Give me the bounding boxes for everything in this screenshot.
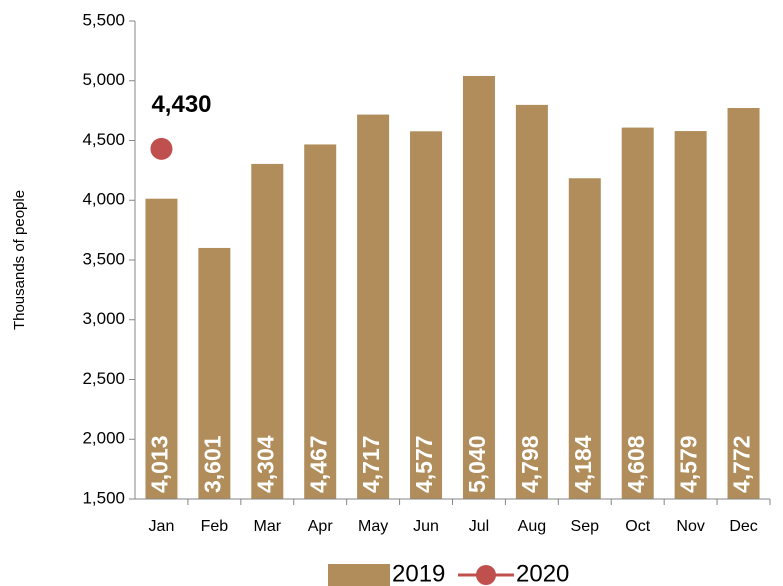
value-label: 4,430 bbox=[151, 91, 211, 118]
value-label: 5,040 bbox=[464, 435, 490, 493]
point bbox=[150, 137, 173, 160]
bar bbox=[462, 75, 495, 499]
x-tick-label: Dec bbox=[729, 518, 757, 535]
y-tick-label: 4,500 bbox=[82, 130, 125, 149]
value-label: 4,577 bbox=[411, 435, 437, 493]
value-label: 4,579 bbox=[676, 435, 702, 493]
value-label: 4,304 bbox=[252, 435, 278, 493]
value-label: 4,184 bbox=[570, 435, 596, 493]
x-tick-label: Mar bbox=[254, 518, 282, 535]
bar bbox=[515, 104, 548, 499]
legend-swatch bbox=[328, 564, 390, 586]
y-tick-label: 3,000 bbox=[82, 309, 125, 328]
bar bbox=[621, 127, 654, 500]
bar bbox=[198, 247, 231, 499]
bar bbox=[145, 198, 178, 499]
bar bbox=[357, 114, 390, 500]
value-label: 4,608 bbox=[623, 435, 649, 493]
y-tick-label: 3,500 bbox=[82, 249, 125, 268]
value-label: 3,601 bbox=[199, 435, 225, 493]
bar bbox=[304, 144, 337, 500]
bar bbox=[727, 107, 760, 499]
y-axis-label: Thousands of people bbox=[11, 190, 28, 330]
bar bbox=[568, 178, 601, 499]
x-tick-label: Jun bbox=[413, 518, 439, 535]
value-label: 4,467 bbox=[305, 435, 331, 493]
x-tick-label: May bbox=[358, 518, 388, 535]
y-tick-label: 5,000 bbox=[82, 70, 125, 89]
legend-marker bbox=[476, 565, 496, 585]
bar bbox=[674, 131, 707, 499]
legend-label: 2019 bbox=[392, 560, 445, 586]
x-tick-label: Jan bbox=[149, 518, 175, 535]
x-tick-label: Apr bbox=[308, 518, 334, 535]
value-label: 4,013 bbox=[147, 435, 173, 493]
bar bbox=[410, 131, 443, 499]
y-tick-label: 1,500 bbox=[82, 488, 125, 507]
x-tick-label: Sep bbox=[571, 518, 600, 535]
x-tick-label: Feb bbox=[201, 518, 229, 535]
y-tick-label: 4,000 bbox=[82, 190, 125, 209]
y-tick-label: 2,000 bbox=[82, 429, 125, 448]
value-label: 4,772 bbox=[729, 435, 755, 493]
x-tick-label: Oct bbox=[625, 518, 650, 535]
y-tick-label: 2,500 bbox=[82, 369, 125, 388]
bar bbox=[251, 163, 284, 499]
x-tick-label: Jul bbox=[469, 518, 489, 535]
value-label: 4,798 bbox=[517, 435, 543, 493]
x-tick-label: Nov bbox=[676, 518, 704, 535]
value-label: 4,717 bbox=[358, 435, 384, 493]
legend-label: 2020 bbox=[516, 560, 569, 586]
x-tick-label: Aug bbox=[518, 518, 546, 535]
y-tick-label: 5,500 bbox=[82, 10, 125, 29]
